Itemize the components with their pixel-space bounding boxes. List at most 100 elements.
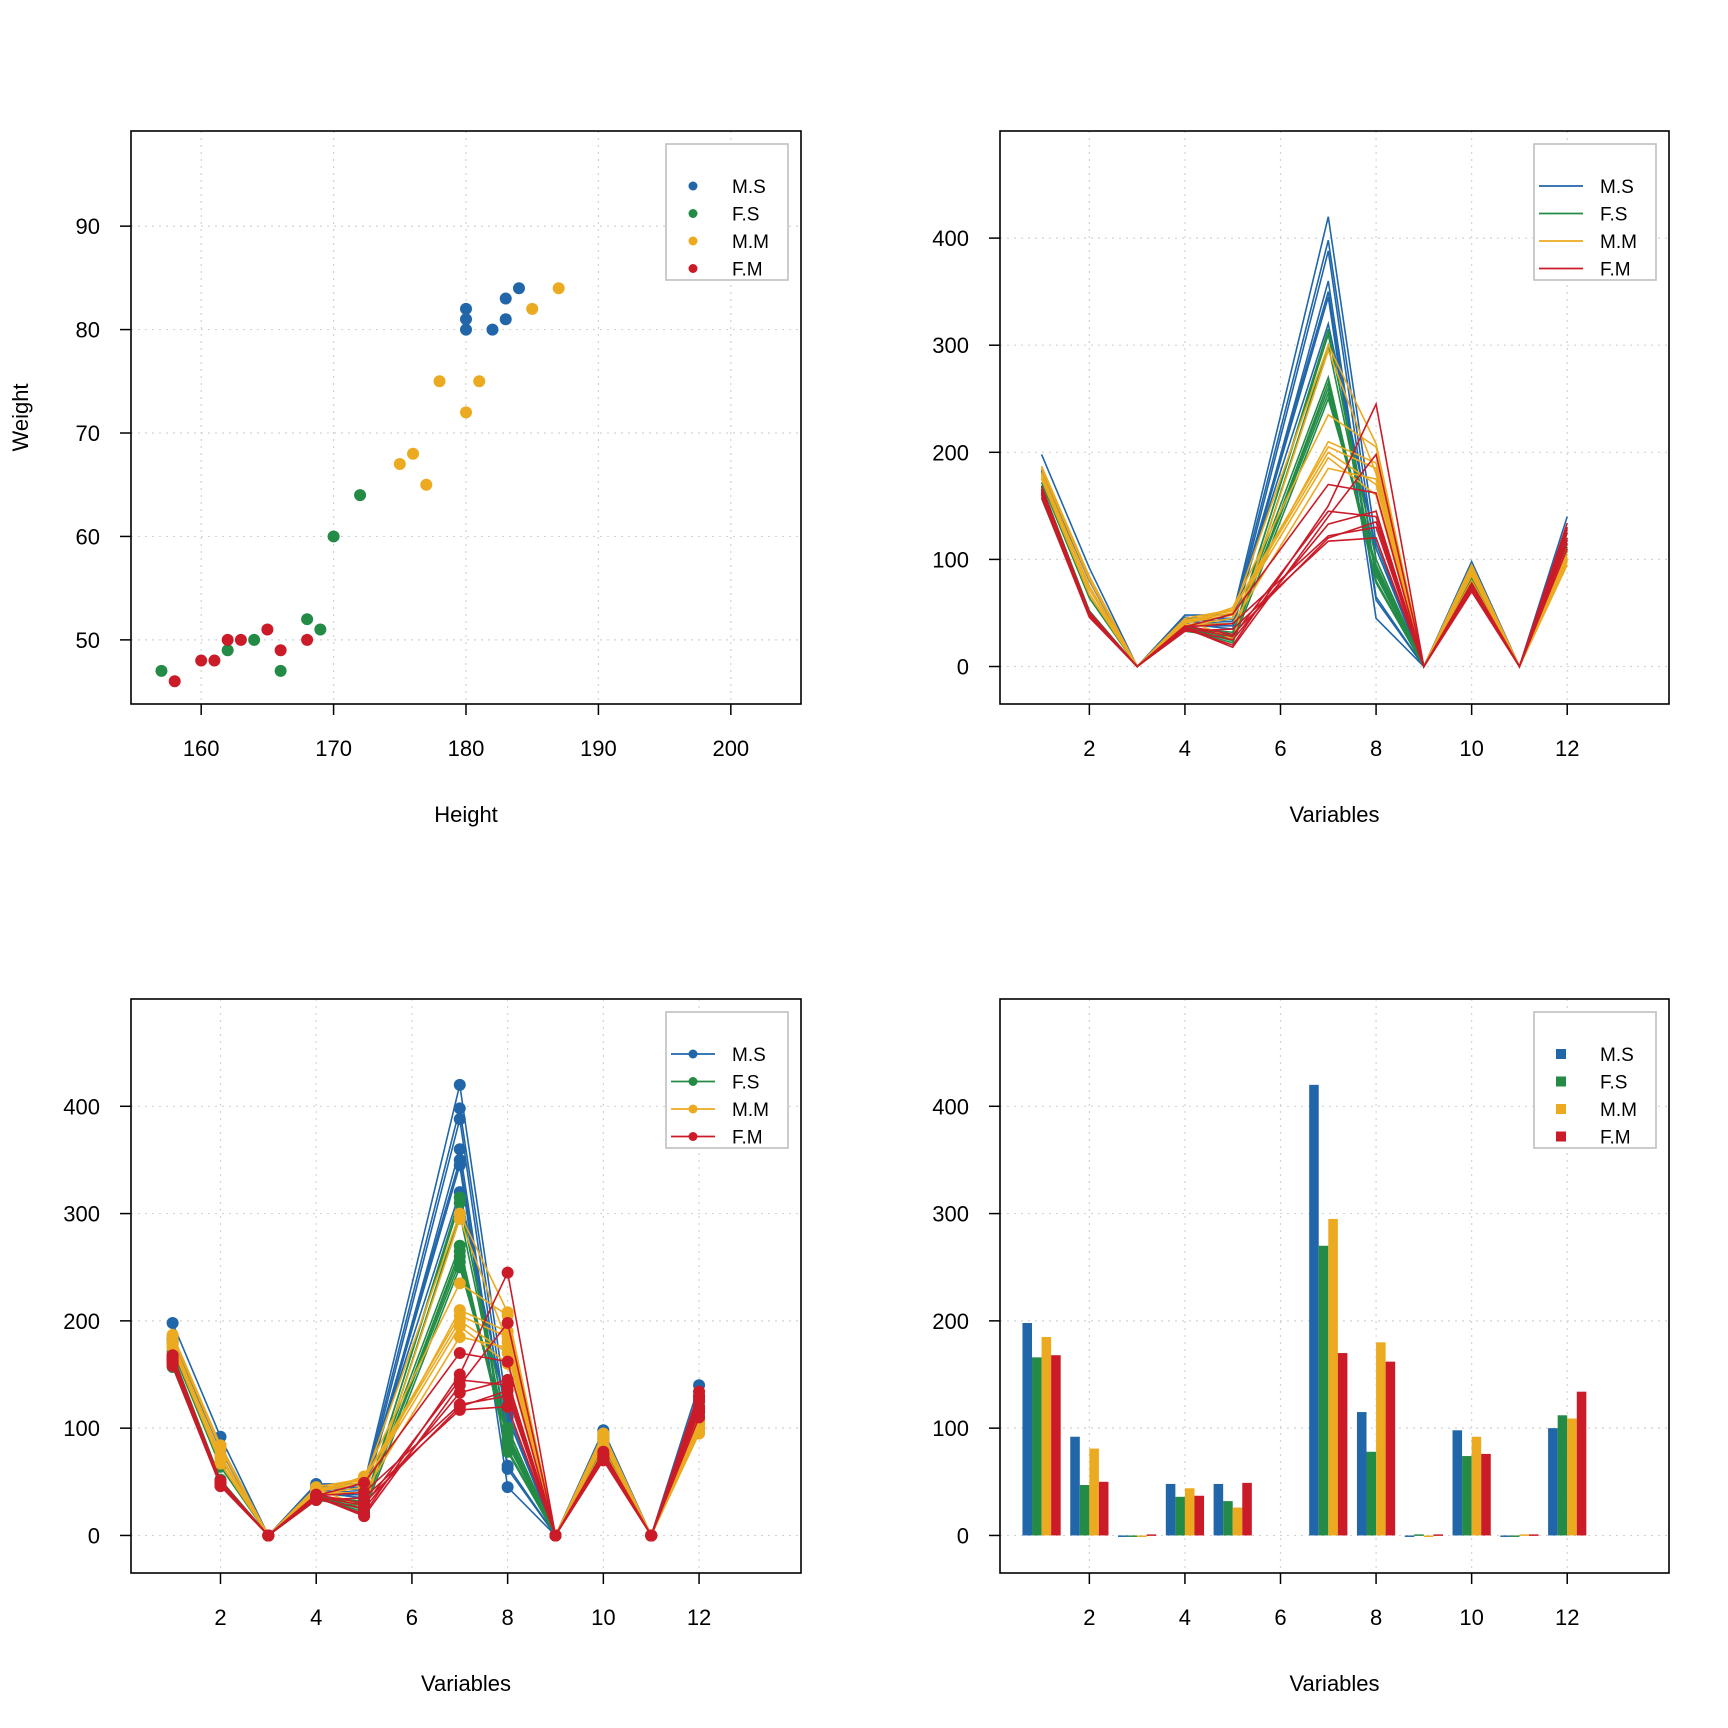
legend-label: F.S (1600, 205, 1627, 226)
x-tick-label: 8 (1370, 736, 1382, 761)
point-f-m (274, 644, 287, 657)
profile-point-m-m (453, 1330, 466, 1343)
point-f-m (301, 633, 314, 646)
bar-m-m (1567, 1418, 1577, 1536)
bar-m-s (1070, 1436, 1080, 1536)
y-tick-label: 400 (932, 1094, 969, 1119)
profile-point-f-m (358, 1476, 371, 1489)
bar-f-s (1079, 1485, 1090, 1536)
legend-point-icon (688, 1132, 698, 1141)
legend-box (1533, 143, 1657, 281)
profile-point-m-s (501, 1462, 514, 1475)
profile-line-f-s (171, 1253, 700, 1538)
profile-line-f-m (1040, 488, 1568, 669)
point-f-s (327, 530, 340, 543)
legend-point-icon (688, 1077, 698, 1086)
profile-point-m-m (453, 1309, 466, 1322)
legend-box (1533, 1011, 1657, 1149)
bar-m-m (1089, 1448, 1099, 1536)
legend: M.S F.S M.M F.M (665, 143, 789, 281)
bar-m-m (1137, 1535, 1147, 1537)
point-f-s (301, 613, 314, 626)
y-tick-label: 90 (76, 214, 100, 239)
profile-line-m-s (1040, 216, 1568, 669)
bar-f-m (1433, 1534, 1443, 1536)
point-f-m (261, 623, 274, 636)
x-tick-label: 6 (1274, 736, 1286, 761)
bar-m-s (1548, 1428, 1558, 1536)
x-tick-label: 4 (1179, 736, 1191, 761)
point-m-s (499, 292, 512, 305)
legend: M.S F.S M.M F.M (1533, 1011, 1657, 1149)
legend-point-icon (688, 209, 698, 218)
bar-f-m (1481, 1453, 1491, 1536)
x-tick-label: 160 (183, 736, 220, 761)
legend-label: M.M (732, 232, 769, 253)
x-axis-label: Variables (421, 1671, 511, 1696)
legend-label: M.S (1600, 1045, 1634, 1066)
bar-f-m (1194, 1495, 1205, 1536)
bar-m-m (1376, 1342, 1386, 1536)
y-tick-label: 300 (932, 333, 969, 358)
profile-point-f-m (501, 1317, 514, 1330)
legend-label: F.M (732, 1128, 763, 1149)
y-tick-label: 400 (63, 1094, 100, 1119)
scatter-height-weight-panel: 160 170 180 190 200 50 60 70 80 90 Height Weight M.S… (8, 130, 802, 827)
x-tick-label: 10 (591, 1605, 615, 1630)
legend-label: M.S (732, 1045, 766, 1066)
y-tick-label: 100 (63, 1416, 100, 1441)
profile-point-m-s (501, 1481, 514, 1494)
point-m-m (460, 406, 472, 419)
x-tick-label: 2 (1083, 736, 1095, 761)
point-m-s (486, 323, 499, 336)
bar-m-s (1118, 1535, 1128, 1537)
bar-m-s (1213, 1483, 1224, 1536)
profile-point-f-m (549, 1529, 562, 1542)
x-axis-label: Variables (1289, 1671, 1379, 1696)
point-f-m (168, 675, 181, 688)
bar-m-s (1309, 1084, 1319, 1536)
profile-point-f-m (501, 1379, 514, 1392)
bar-f-s (1223, 1501, 1233, 1536)
legend-point-icon (688, 264, 698, 273)
y-tick-label: 80 (76, 318, 100, 343)
profile-point-m-m (214, 1456, 227, 1469)
x-tick-label: 180 (448, 736, 485, 761)
bar-f-s (1175, 1496, 1185, 1536)
x-tick-label: 170 (315, 736, 352, 761)
point-m-s (499, 313, 512, 326)
bar-f-s (1509, 1535, 1520, 1537)
point-f-s (314, 623, 327, 636)
point-f-m (208, 654, 221, 667)
point-f-m (234, 633, 247, 646)
legend-point-icon (688, 1049, 698, 1059)
y-tick-label: 50 (76, 628, 100, 653)
point-f-s (155, 664, 168, 677)
legend-square-icon (1556, 1076, 1566, 1087)
profile-line-f-m (171, 1269, 700, 1538)
profile-point-f-s (501, 1430, 514, 1443)
profile-line-f-m (1040, 401, 1568, 669)
x-tick-label: 2 (214, 1605, 226, 1630)
y-tick-label: 0 (88, 1523, 100, 1548)
bar-f-m (1098, 1481, 1109, 1536)
profile-point-f-m (693, 1389, 706, 1402)
legend-point-icon (688, 181, 698, 191)
legend-square-icon (1556, 1131, 1566, 1142)
legend-label: M.M (732, 1100, 769, 1121)
point-m-m (526, 302, 539, 315)
profile-point-f-m (166, 1351, 179, 1364)
point-f-m (195, 654, 208, 667)
point-f-s (274, 664, 287, 677)
profile-point-m-s (453, 1113, 466, 1126)
x-tick-label: 10 (1459, 736, 1483, 761)
bar-f-s (1557, 1415, 1568, 1536)
profile-point-m-m (453, 1320, 466, 1333)
bar-m-m (1041, 1336, 1052, 1536)
x-tick-label: 190 (580, 736, 617, 761)
bar-f-s (1318, 1245, 1329, 1536)
profile-point-f-m (501, 1355, 514, 1368)
legend-label: M.S (1600, 177, 1634, 198)
x-tick-label: 8 (502, 1605, 514, 1630)
bar-f-m (1385, 1361, 1396, 1536)
